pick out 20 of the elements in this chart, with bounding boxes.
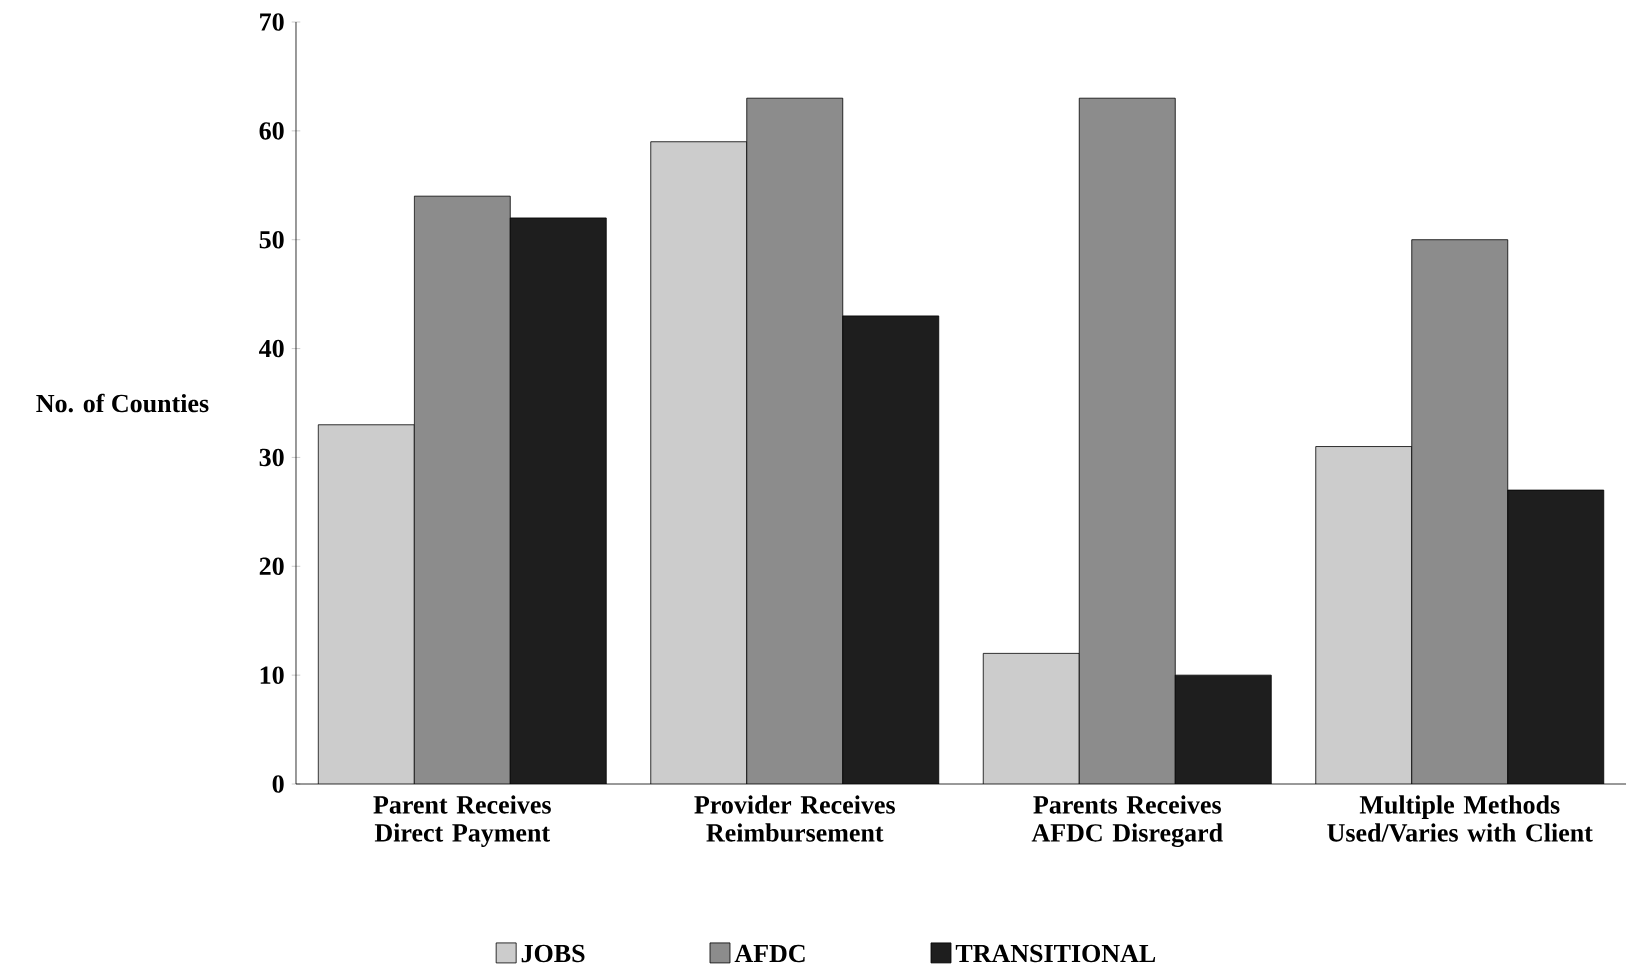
y-tick-label: 50 xyxy=(259,230,284,249)
bar xyxy=(510,217,607,785)
y-tick-label: 60 xyxy=(259,122,284,140)
legend-label: AFDC xyxy=(734,944,805,963)
legend-label: JOBS xyxy=(521,944,585,963)
legend-label: TRANSITIONAL xyxy=(955,944,1156,963)
x-tick-label: Multiple Methods Used/Varies with Client xyxy=(1327,795,1593,842)
bar xyxy=(1507,489,1605,785)
x-tick-label: Provider Receives Reimbursement xyxy=(694,795,895,842)
y-tick-label: 70 xyxy=(260,13,284,31)
x-tick-label: Parents Receives AFDC Disregard xyxy=(1031,795,1223,848)
y-tick-label: 20 xyxy=(259,557,284,576)
x-tick-label: Parent Receives Direct Payment xyxy=(373,795,551,847)
y-tick-label: 10 xyxy=(260,666,284,684)
y-axis-title: No. of Counties xyxy=(36,393,209,413)
y-tick-label: 30 xyxy=(259,448,284,467)
bar xyxy=(842,315,939,785)
y-tick-label: 0 xyxy=(272,775,284,793)
bar xyxy=(1175,675,1272,785)
y-tick-label: 40 xyxy=(259,339,284,358)
